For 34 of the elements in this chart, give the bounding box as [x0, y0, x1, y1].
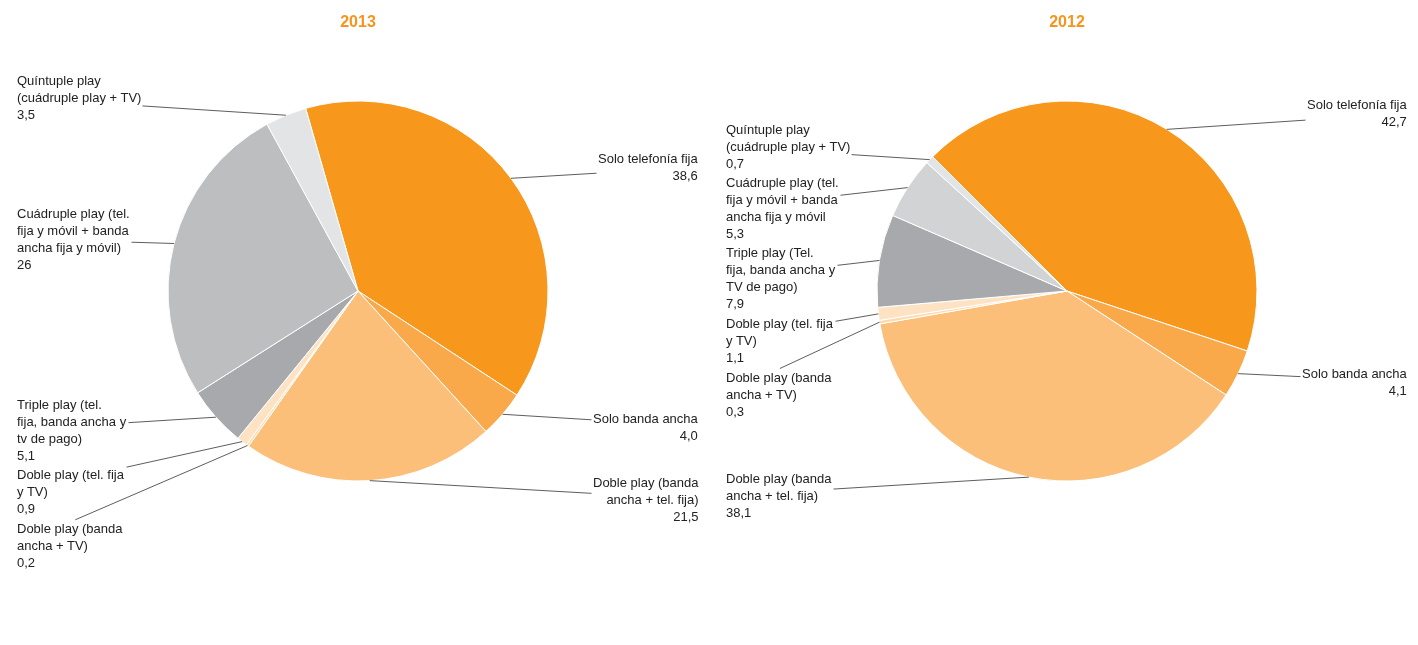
slice-label: Solo telefonía fija — [598, 151, 699, 166]
data-label: 0,3 — [726, 403, 745, 419]
slice-label: Doble play (tel. fija y TV) — [726, 316, 834, 348]
slice-label: Solo banda ancha — [593, 411, 699, 426]
data-label: 21,5 — [673, 508, 699, 524]
data-label: 0,9 — [17, 500, 36, 516]
data-label: 4,0 — [679, 427, 698, 443]
data-label: 1,1 — [726, 349, 745, 365]
chart-title: 2012 — [1049, 12, 1085, 30]
slice-label: Doble play (banda ancha + TV) — [17, 521, 124, 553]
slice-label: Doble play (banda ancha + tel. fija) — [726, 471, 833, 503]
data-label: 26 — [17, 256, 32, 272]
slice-label: Doble play (tel. fija y TV) — [17, 467, 125, 499]
data-label: 0,7 — [726, 155, 745, 171]
slice-label: Cuádruple play (tel. fija y móvil + banda ancha fija y móvil — [726, 175, 839, 224]
data-label: 38,1 — [726, 504, 752, 520]
data-label: 3,5 — [17, 106, 36, 122]
chart-title: 2013 — [340, 12, 376, 30]
slice-label: Triple play (Tel. fija, banda ancha y TV de pago) — [726, 245, 836, 294]
slice-label: Quíntuple play (cuádruple play + TV) — [17, 73, 142, 105]
data-label: 4,1 — [1388, 382, 1407, 398]
data-label: 42,7 — [1381, 113, 1407, 129]
data-label: 5,1 — [17, 447, 36, 463]
data-label: 38,6 — [672, 167, 698, 183]
data-label: 5,3 — [726, 225, 745, 241]
data-label: 7,9 — [726, 295, 745, 311]
slice-label: Doble play (banda ancha + tel. fija) — [593, 475, 700, 507]
slice-label: Doble play (banda ancha + TV) — [726, 370, 833, 402]
slice-label: Solo telefonía fija — [1307, 97, 1408, 112]
slice-label: Triple play (tel. fija, banda ancha y tv de pago) — [17, 397, 127, 446]
data-label: 0,2 — [17, 554, 36, 570]
slice-label: Cuádruple play (tel. fija y móvil + banda ancha fija y móvil) — [17, 206, 130, 255]
slice-label: Solo banda ancha — [1302, 366, 1408, 381]
slice-label: Quíntuple play (cuádruple play + TV) — [726, 122, 851, 154]
